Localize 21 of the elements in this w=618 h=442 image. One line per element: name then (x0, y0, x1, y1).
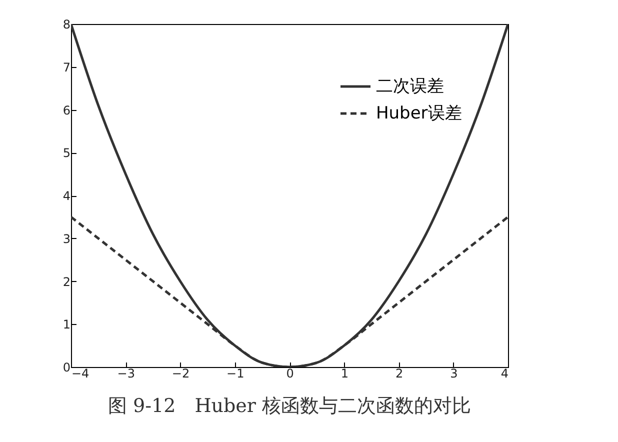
x-tick-label: −1 (226, 366, 244, 380)
x-tick-label: −4 (72, 366, 90, 380)
x-tick-label: −3 (117, 366, 135, 380)
legend-label: 二次误差 (376, 76, 444, 96)
x-tick-label: 3 (450, 366, 458, 380)
y-tick-label: 2 (62, 274, 70, 289)
y-tick-label: 5 (62, 146, 70, 160)
y-tick-label: 1 (62, 318, 70, 332)
y-tick-label: 6 (62, 103, 70, 118)
line-series (71, 24, 508, 367)
x-tick-label: 1 (340, 366, 348, 380)
legend-label: Huber误差 (376, 104, 462, 124)
y-tick-label: 3 (62, 232, 70, 246)
x-tick-label: 0 (286, 366, 294, 380)
y-tick-label: 7 (62, 60, 70, 74)
text: 图 9-12 Huber 核函数与二次函数的对比 (108, 395, 472, 417)
y-tick-label: 8 (62, 18, 70, 32)
x-tick-label: −2 (172, 366, 190, 380)
x-tick-label: 2 (395, 366, 404, 380)
x-tick-label: 4 (500, 366, 508, 380)
y-tick-label: 4 (62, 189, 70, 203)
